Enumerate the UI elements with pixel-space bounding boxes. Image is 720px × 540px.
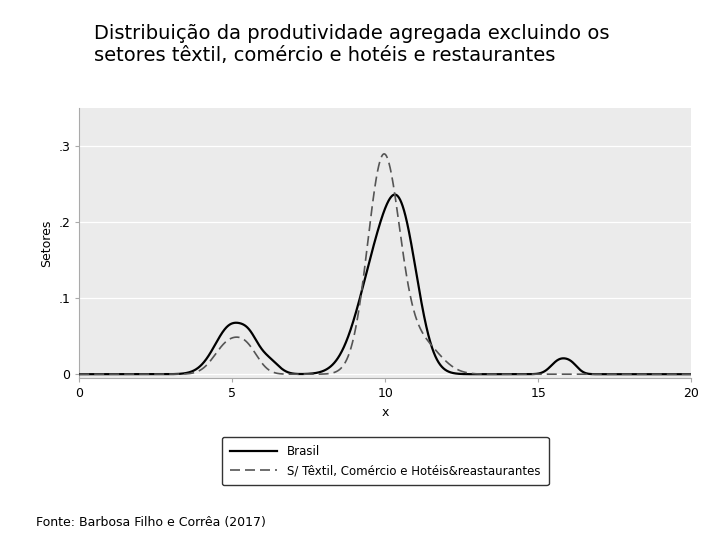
Legend: Brasil, S/ Têxtil, Comércio e Hotéis&reastaurantes: Brasil, S/ Têxtil, Comércio e Hotéis&rea… bbox=[222, 437, 549, 485]
Text: Distribuição da produtividade agregada excluindo os
setores têxtil, comércio e h: Distribuição da produtividade agregada e… bbox=[94, 24, 609, 65]
Text: Fonte: Barbosa Filho e Corrêa (2017): Fonte: Barbosa Filho e Corrêa (2017) bbox=[36, 516, 266, 529]
Y-axis label: Setores: Setores bbox=[40, 219, 53, 267]
X-axis label: x: x bbox=[382, 406, 389, 419]
